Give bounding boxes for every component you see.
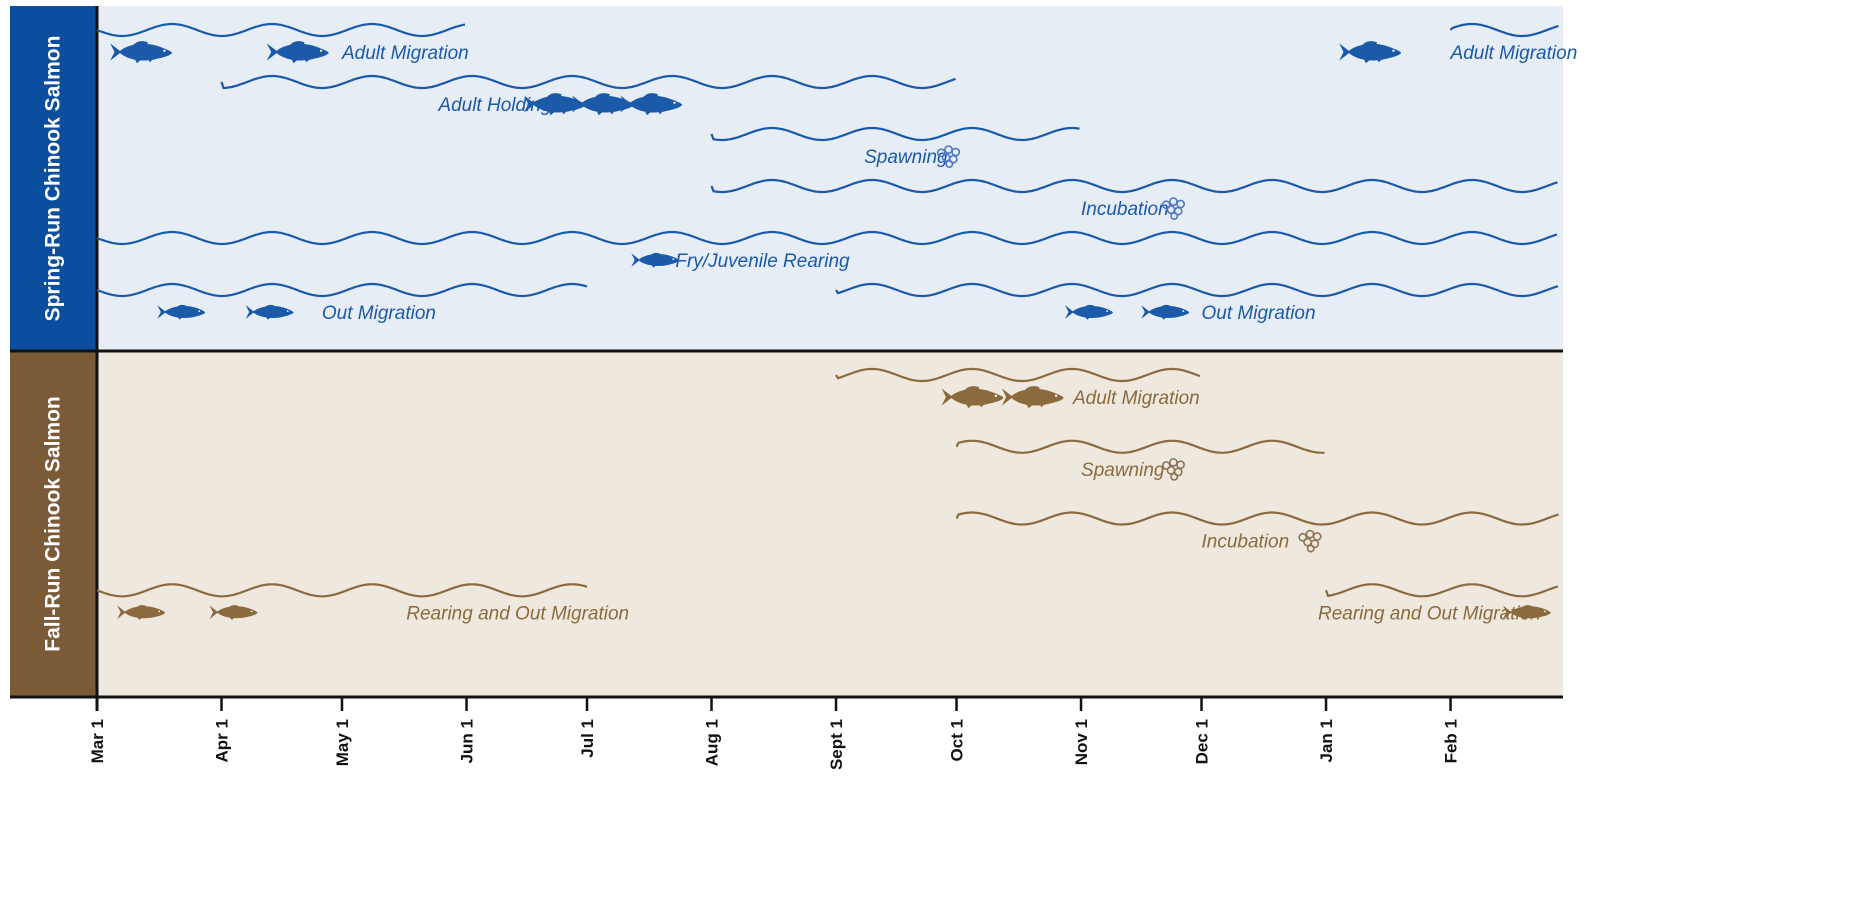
x-tick-label: Aug 1 (703, 719, 722, 766)
spring-run-lane-header (10, 6, 96, 351)
fall-run-band (97, 351, 1563, 697)
fall-run-lane-label: Fall-Run Chinook Salmon (42, 396, 65, 652)
activity-period (710, 178, 1558, 194)
activity-period (1324, 583, 1559, 598)
x-tick-label: Mar 1 (88, 719, 107, 763)
x-tick-label: Jan 1 (1317, 719, 1336, 762)
activity-label: Fry/Juvenile Rearing (675, 251, 850, 272)
activity-period (955, 439, 1325, 454)
fall-run-lane-header (10, 351, 96, 697)
activity-label: Adult Migration (1072, 388, 1200, 409)
activity-period (96, 583, 588, 598)
x-tick-label: May 1 (333, 719, 352, 766)
activity-label: Adult Holding (437, 95, 551, 116)
activity-label: Spawning (864, 147, 948, 168)
activity-label: Adult Migration (341, 43, 469, 64)
x-tick-label: Dec 1 (1193, 719, 1212, 764)
activity-period (1449, 22, 1559, 38)
activity-label: Rearing and Out Migration (406, 603, 629, 624)
activity-period (220, 74, 956, 90)
spring-run-band (97, 6, 1563, 351)
spring-run-lane-label: Spring-Run Chinook Salmon (42, 36, 65, 322)
x-tick-label: Sept 1 (827, 719, 846, 770)
activity-period (96, 282, 588, 298)
activity-period (835, 367, 1201, 383)
x-tick-label: Oct 1 (948, 719, 967, 762)
x-tick-label: Nov 1 (1072, 719, 1091, 765)
x-tick-label: Apr 1 (213, 719, 232, 762)
activity-period (710, 126, 1080, 142)
activity-label: Spawning (1081, 460, 1165, 481)
activity-label: Incubation (1081, 199, 1169, 220)
activity-label: Rearing and Out Migration (1318, 603, 1541, 624)
activity-label: Out Migration (322, 303, 436, 324)
activity-period (955, 511, 1559, 526)
x-tick-label: Jul 1 (578, 719, 597, 758)
activity-period (96, 230, 1558, 246)
activity-label: Adult Migration (1450, 43, 1578, 64)
x-tick-label: Jun 1 (458, 719, 477, 763)
activity-period (96, 22, 466, 38)
x-tick-label: Feb 1 (1442, 719, 1461, 763)
activity-label: Incubation (1202, 532, 1290, 553)
activity-period (835, 282, 1559, 298)
activity-label: Out Migration (1202, 303, 1316, 324)
